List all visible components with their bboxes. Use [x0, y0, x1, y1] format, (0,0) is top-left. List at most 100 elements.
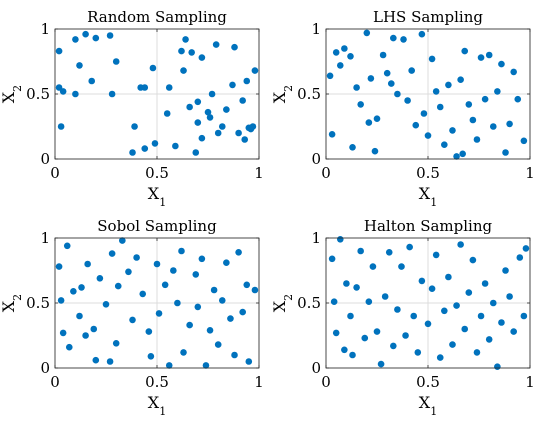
- data-point: [341, 45, 348, 52]
- y-axis-label: X2: [0, 294, 24, 312]
- data-point: [112, 58, 120, 65]
- data-point: [210, 286, 218, 294]
- data-point: [194, 119, 202, 126]
- data-point: [473, 349, 481, 356]
- data-point: [212, 41, 220, 48]
- data-point: [400, 36, 407, 43]
- data-point: [243, 281, 251, 289]
- data-point: [367, 75, 375, 82]
- data-point: [520, 312, 528, 320]
- y-tick-label: 1: [311, 229, 321, 247]
- data-point: [84, 260, 91, 268]
- data-point: [349, 144, 356, 151]
- data-point: [145, 328, 153, 335]
- data-point: [139, 290, 147, 298]
- data-point: [428, 285, 436, 293]
- panel-title: Random Sampling: [87, 8, 227, 26]
- data-point: [188, 49, 195, 56]
- data-point: [461, 325, 469, 333]
- data-point: [357, 247, 364, 255]
- data-point: [379, 51, 387, 59]
- data-point: [381, 293, 389, 300]
- data-point: [76, 312, 83, 320]
- data-point: [206, 114, 214, 121]
- x-axis-label: X1: [148, 184, 166, 209]
- data-point: [404, 97, 411, 104]
- data-point: [445, 81, 452, 89]
- data-point: [239, 308, 246, 316]
- data-point: [420, 110, 428, 117]
- data-point: [465, 101, 473, 108]
- data-point: [165, 84, 173, 91]
- data-point: [96, 275, 104, 282]
- data-point: [223, 259, 230, 267]
- scatter-panel: 0 0.5 1 0 0.5 1 Sobol Sampling X1 X2: [0, 217, 264, 418]
- data-point: [410, 312, 418, 320]
- data-point: [398, 263, 405, 270]
- data-point: [406, 243, 413, 251]
- data-point: [424, 320, 432, 328]
- x-tick-label: 0.5: [416, 373, 440, 391]
- data-point: [449, 127, 456, 134]
- data-point: [332, 49, 340, 56]
- data-point: [428, 55, 436, 63]
- data-point: [394, 306, 401, 313]
- data-point: [141, 145, 149, 152]
- data-point: [55, 47, 63, 55]
- data-point: [161, 281, 169, 289]
- data-point: [394, 90, 401, 98]
- data-point: [418, 277, 426, 285]
- y-tick-label: 0.5: [26, 294, 50, 312]
- data-point: [457, 241, 464, 248]
- data-point: [78, 284, 85, 291]
- data-point: [459, 150, 466, 158]
- data-point: [241, 136, 249, 143]
- data-point: [347, 53, 354, 60]
- data-point: [383, 69, 391, 77]
- data-point: [485, 51, 493, 59]
- x-tick-label: 1: [254, 373, 264, 391]
- data-point: [441, 307, 448, 315]
- data-point: [477, 54, 485, 61]
- data-point: [88, 77, 96, 85]
- data-point: [229, 81, 236, 89]
- data-point: [133, 254, 140, 261]
- data-point: [178, 47, 185, 55]
- data-point: [82, 332, 89, 339]
- data-point: [516, 254, 524, 261]
- x-axis-label: X1: [419, 393, 437, 418]
- data-point: [178, 247, 185, 255]
- data-point: [198, 255, 206, 263]
- data-point: [363, 29, 371, 37]
- data-point: [202, 362, 210, 369]
- data-point: [218, 297, 226, 304]
- data-point: [514, 95, 522, 103]
- data-point: [453, 153, 460, 160]
- x-tick-label: 0: [50, 373, 60, 391]
- data-point: [243, 77, 251, 85]
- x-tick-label: 0: [321, 164, 331, 182]
- data-point: [502, 149, 509, 156]
- data-point: [214, 129, 222, 137]
- data-point: [390, 342, 397, 350]
- data-point: [377, 360, 385, 368]
- data-point: [57, 297, 65, 304]
- data-point: [408, 67, 415, 74]
- data-point: [192, 271, 200, 278]
- panel-title: LHS Sampling: [373, 8, 483, 26]
- data-point: [412, 121, 420, 129]
- data-point: [231, 351, 238, 359]
- data-point: [373, 328, 381, 335]
- data-point: [65, 343, 73, 351]
- data-point: [55, 84, 63, 91]
- x-tick-label: 0: [50, 164, 60, 182]
- data-point: [59, 88, 67, 95]
- data-point: [332, 329, 340, 337]
- data-point: [186, 321, 193, 329]
- data-point: [192, 149, 200, 156]
- data-point: [174, 299, 181, 307]
- data-point: [461, 47, 469, 55]
- data-point: [418, 30, 426, 38]
- data-point: [119, 237, 126, 244]
- data-point: [125, 268, 132, 276]
